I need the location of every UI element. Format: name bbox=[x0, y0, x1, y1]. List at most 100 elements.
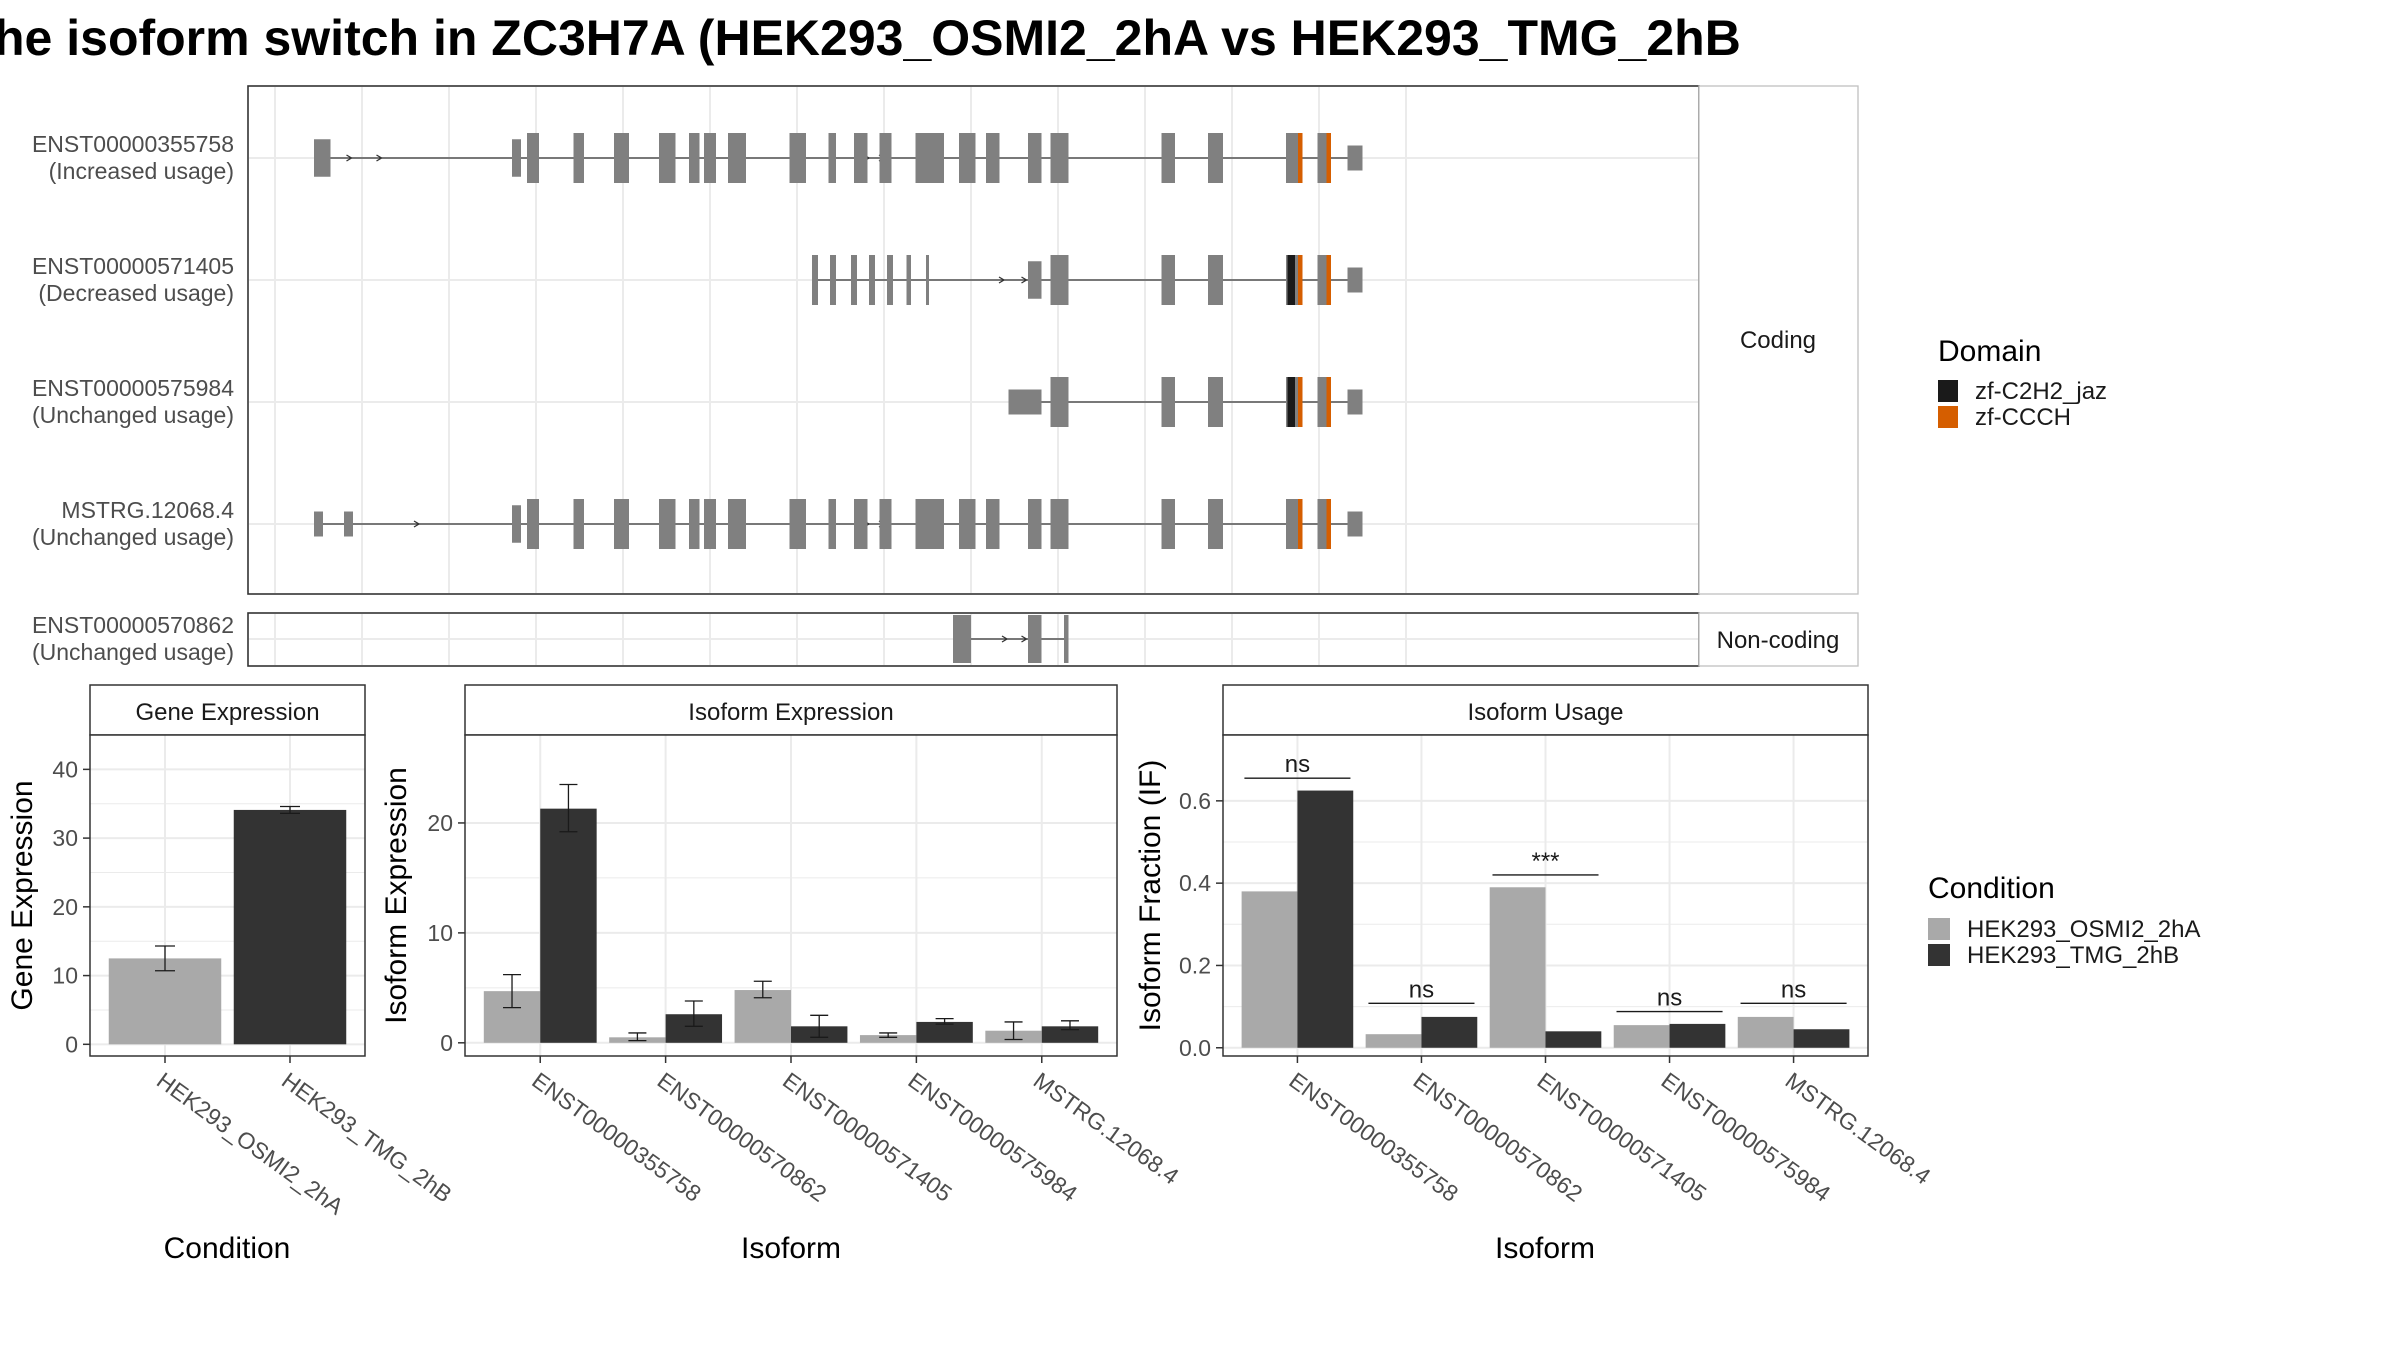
exon-block bbox=[828, 133, 836, 183]
exon-block bbox=[1028, 499, 1042, 549]
exon-block bbox=[986, 499, 1000, 549]
exon-block bbox=[659, 499, 676, 549]
domain-legend: Domain zf-C2H2_jaz zf-CCCH bbox=[1938, 335, 2107, 431]
y-tick-label: 0.4 bbox=[1179, 870, 1211, 896]
exon-block bbox=[812, 255, 818, 305]
exon-block bbox=[1208, 377, 1223, 427]
direction-arrow bbox=[1021, 635, 1028, 643]
domain-zf-c2h2_jaz bbox=[1287, 255, 1295, 305]
domain-zf-ccch bbox=[1298, 377, 1303, 427]
legend-key-osmi2 bbox=[1928, 918, 1950, 940]
bar-tmg bbox=[916, 1021, 973, 1043]
exon-block bbox=[1050, 255, 1069, 305]
exon-block bbox=[959, 133, 976, 183]
exon-block bbox=[1161, 377, 1175, 427]
transcript-id-label: ENST00000575984 bbox=[32, 375, 234, 401]
exon-block bbox=[1008, 389, 1042, 415]
direction-arrow bbox=[1021, 276, 1028, 284]
exon-block bbox=[1347, 267, 1363, 293]
exon-block bbox=[1028, 133, 1042, 183]
exon-block bbox=[1028, 615, 1042, 663]
bar-tmg bbox=[1421, 1016, 1478, 1048]
exon-block bbox=[1050, 499, 1069, 549]
exon-block bbox=[512, 139, 521, 177]
direction-arrow bbox=[413, 520, 421, 528]
y-tick-label: 20 bbox=[52, 894, 78, 920]
bar-osmi2 bbox=[1489, 887, 1546, 1048]
exon-block bbox=[851, 255, 857, 305]
y-tick-label: 40 bbox=[52, 756, 78, 782]
transcript-MSTRG.12068.4: MSTRG.12068.4(Unchanged usage) bbox=[32, 497, 1363, 550]
exon-block bbox=[1347, 145, 1363, 171]
exon-block bbox=[915, 133, 944, 183]
exon-block bbox=[659, 133, 676, 183]
exon-block bbox=[704, 133, 716, 183]
exon-block bbox=[789, 499, 806, 549]
exon-block bbox=[1208, 255, 1223, 305]
exon-block bbox=[854, 133, 868, 183]
bar-tmg bbox=[540, 808, 597, 1043]
exon-block bbox=[1028, 261, 1042, 299]
exon-block bbox=[1050, 377, 1069, 427]
y-axis-title: Isoform Expression bbox=[380, 767, 413, 1024]
exon-block bbox=[869, 255, 875, 305]
exon-block bbox=[344, 511, 353, 537]
significance-label: ns bbox=[1781, 976, 1806, 1003]
exon-block bbox=[1317, 499, 1327, 549]
exon-block bbox=[1208, 499, 1223, 549]
bar-tmg bbox=[1793, 1029, 1850, 1048]
y-tick-label: 30 bbox=[52, 825, 78, 851]
bar-osmi2 bbox=[734, 990, 791, 1043]
domain-zf-ccch bbox=[1298, 499, 1303, 549]
transcript-usage-label: (Unchanged usage) bbox=[32, 402, 234, 428]
direction-arrow bbox=[1001, 635, 1009, 643]
legend-label-tmg: HEK293_TMG_2hB bbox=[1967, 942, 2179, 969]
exon-block bbox=[854, 499, 868, 549]
panel-title: Isoform Usage bbox=[1467, 699, 1623, 726]
exon-block bbox=[527, 499, 539, 549]
exon-block bbox=[573, 133, 584, 183]
domain-zf-ccch bbox=[1298, 133, 1303, 183]
y-tick-label: 0.6 bbox=[1179, 788, 1211, 814]
significance-label: ns bbox=[1657, 985, 1682, 1012]
exon-block bbox=[1286, 133, 1298, 183]
transcript-usage-label: (Unchanged usage) bbox=[32, 639, 234, 665]
domain-legend-title: Domain bbox=[1938, 335, 2041, 368]
exon-block bbox=[704, 499, 716, 549]
exon-block bbox=[830, 255, 836, 305]
exon-block bbox=[1317, 255, 1327, 305]
y-tick-label: 0.0 bbox=[1179, 1035, 1211, 1061]
exon-block bbox=[1161, 499, 1175, 549]
legend-label-osmi2: HEK293_OSMI2_2hA bbox=[1967, 916, 2200, 943]
panel-strip bbox=[464, 684, 1118, 736]
exon-block bbox=[1064, 615, 1069, 663]
domain-zf-ccch bbox=[1326, 133, 1331, 183]
exon-block bbox=[527, 133, 539, 183]
x-axis-title: Isoform bbox=[741, 1232, 841, 1265]
exon-block bbox=[728, 499, 746, 549]
direction-arrow bbox=[376, 154, 383, 162]
exon-block bbox=[828, 499, 836, 549]
exon-block bbox=[1286, 499, 1298, 549]
domain-zf-ccch bbox=[1326, 377, 1331, 427]
exon-block bbox=[879, 499, 892, 549]
transcript-id-label: ENST00000355758 bbox=[32, 131, 234, 157]
bar-tmg bbox=[1669, 1023, 1726, 1048]
exon-block bbox=[314, 511, 323, 537]
legend-key-tmg bbox=[1928, 944, 1950, 966]
transcript-id-label: ENST00000571405 bbox=[32, 253, 234, 279]
transcript-id-label: ENST00000570862 bbox=[32, 612, 234, 638]
transcript-ENST00000570862: ENST00000570862(Unchanged usage) bbox=[32, 612, 1069, 665]
panel-strip bbox=[1222, 684, 1869, 736]
transcript-usage-label: (Decreased usage) bbox=[38, 280, 234, 306]
legend-key-zf-c2h2-jaz bbox=[1938, 380, 1958, 402]
transcript-ENST00000575984: ENST00000575984(Unchanged usage) bbox=[32, 375, 1363, 428]
exon-block bbox=[906, 255, 911, 305]
y-tick-label: 20 bbox=[427, 810, 453, 836]
exon-block bbox=[879, 133, 892, 183]
bar bbox=[108, 958, 222, 1045]
bar-charts: Gene Expression010203040HEK293_OSMI2_2hA… bbox=[6, 684, 1936, 1265]
exon-block bbox=[314, 139, 331, 177]
